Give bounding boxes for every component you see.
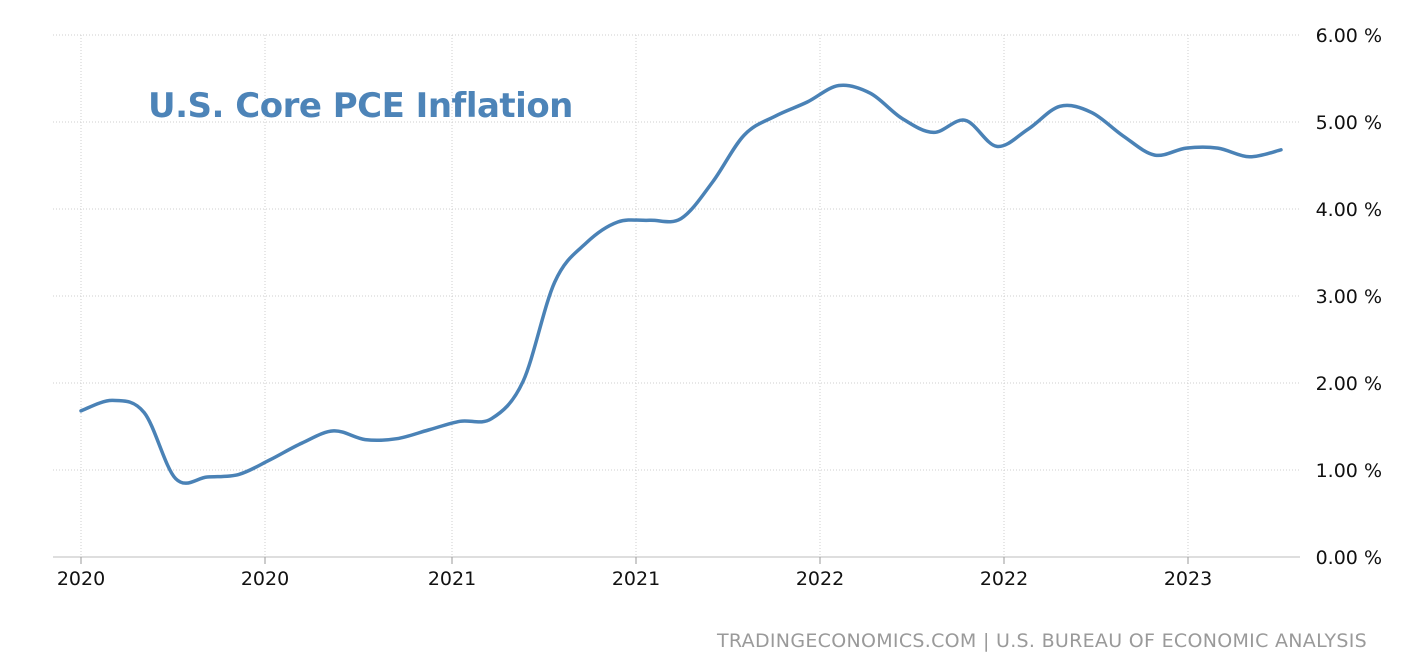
data-point: [206, 476, 209, 478]
data-point: [1153, 154, 1156, 156]
data-point: [364, 438, 367, 441]
data-point: [1248, 156, 1251, 158]
data-point: [711, 181, 714, 183]
data-point: [1090, 111, 1093, 114]
x-tick-label: 2022: [980, 568, 1028, 590]
y-tick-label: 5.00 %: [1316, 112, 1382, 134]
x-tick-label: 2022: [796, 568, 844, 590]
y-tick-label: 3.00 %: [1316, 286, 1382, 308]
data-point: [80, 410, 82, 412]
x-axis: 2020 2020 2021 2021 2022 2022 2023: [57, 557, 1212, 590]
source-credit: TRADINGECONOMICS.COM | U.S. BUREAU OF EC…: [716, 630, 1367, 652]
x-tick-label: 2020: [241, 568, 289, 590]
data-point: [1027, 128, 1030, 130]
chart-title: U.S. Core PCE Inflation: [148, 86, 573, 126]
data-point: [522, 380, 524, 383]
y-tick-label: 2.00 %: [1316, 373, 1382, 395]
x-tick-label: 2021: [428, 568, 476, 590]
data-point: [459, 420, 461, 423]
x-tick-label: 2023: [1164, 568, 1212, 590]
data-point: [806, 101, 809, 103]
data-point: [964, 119, 966, 122]
data-point: [238, 473, 240, 476]
x-tick-label: 2020: [57, 568, 105, 590]
data-point: [1185, 147, 1188, 149]
data-point: [143, 411, 145, 414]
y-axis: 0.00 % 1.00 % 2.00 % 3.00 % 4.00 % 5.00 % 6.00…: [1316, 25, 1382, 569]
y-tick-label: 0.00 %: [1316, 547, 1382, 569]
data-point: [111, 399, 114, 402]
data-point: [996, 145, 998, 148]
data-point: [585, 242, 588, 244]
data-point: [648, 219, 651, 222]
y-tick-label: 4.00 %: [1316, 199, 1382, 221]
data-point: [932, 131, 935, 134]
data-point: [553, 281, 556, 283]
data-point: [774, 115, 777, 117]
data-point: [901, 117, 903, 120]
data-point: [1280, 149, 1282, 151]
x-tick-label: 2021: [612, 568, 660, 590]
data-point: [427, 429, 430, 431]
data-point: [680, 217, 682, 220]
series-line: [79, 83, 1283, 485]
data-point: [301, 442, 303, 444]
data-point: [1059, 105, 1061, 108]
data-point: [617, 221, 619, 223]
y-tick-label: 1.00 %: [1316, 460, 1382, 482]
grid: [53, 34, 1300, 558]
y-tick-label: 6.00 %: [1316, 25, 1382, 47]
data-point: [174, 477, 177, 480]
data-point: [743, 134, 745, 136]
data-point: [869, 92, 872, 95]
data-point: [269, 458, 272, 461]
data-point: [1217, 147, 1219, 149]
data-point: [838, 84, 840, 87]
data-point: [1122, 135, 1124, 137]
series-group: [79, 83, 1283, 485]
data-point: [332, 430, 335, 432]
data-point: [396, 437, 398, 440]
data-point: [490, 417, 493, 420]
